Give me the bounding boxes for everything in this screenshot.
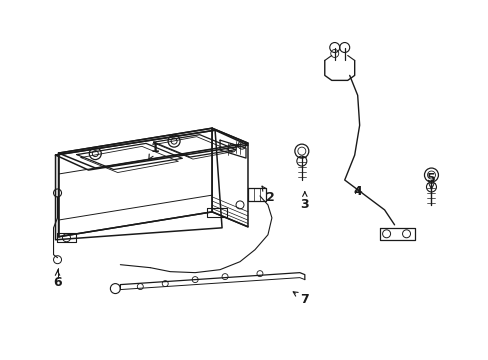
Text: 4: 4 [353, 185, 361, 198]
Text: 7: 7 [293, 292, 308, 306]
Text: 2: 2 [262, 186, 274, 204]
Text: 5: 5 [426, 171, 435, 190]
Text: 1: 1 [148, 141, 159, 160]
Text: 3: 3 [300, 192, 308, 211]
Text: 6: 6 [53, 270, 61, 289]
